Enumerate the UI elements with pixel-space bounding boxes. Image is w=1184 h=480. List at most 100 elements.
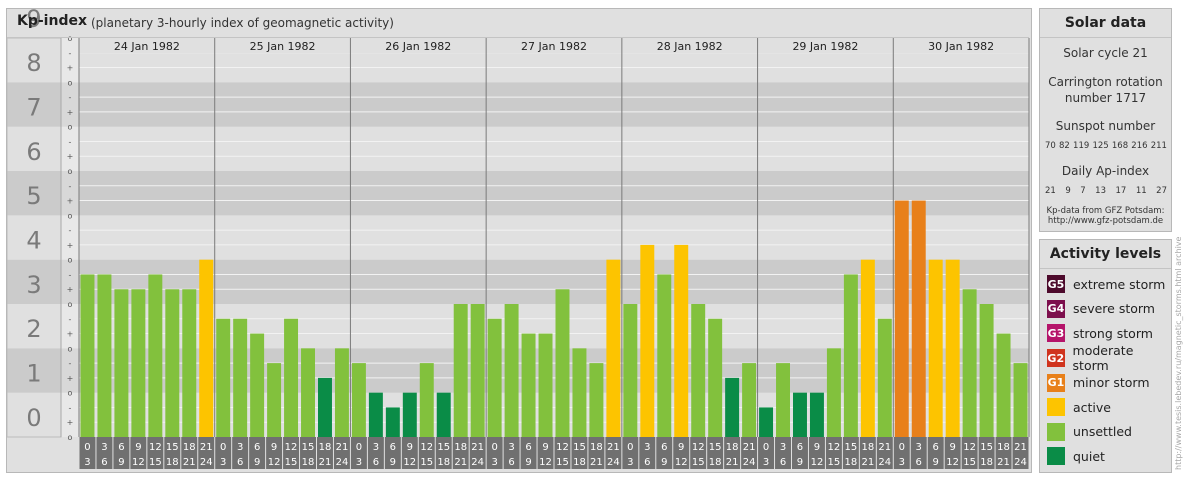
kp-bar (165, 289, 180, 437)
legend-swatch: G3 (1047, 324, 1065, 343)
hour-end-label: 21 (861, 457, 874, 468)
hour-box (401, 437, 418, 469)
hour-box (622, 437, 639, 469)
kp-bar (267, 363, 282, 437)
hour-box (130, 437, 147, 469)
hour-start-label: 12 (149, 442, 162, 453)
minor-tick-label: o (68, 167, 73, 176)
y-tick-label: 2 (26, 315, 41, 343)
minor-tick-label: + (67, 64, 74, 73)
hour-end-label: 12 (268, 457, 281, 468)
hour-box (893, 437, 910, 469)
kp-bar (1013, 363, 1028, 437)
hour-start-label: 6 (797, 442, 803, 453)
hour-box (639, 437, 656, 469)
minor-tick-label: - (69, 403, 72, 412)
hour-end-label: 24 (471, 457, 484, 468)
y-tick-label: 6 (26, 138, 41, 166)
hour-start-label: 12 (556, 442, 569, 453)
hour-end-label: 12 (132, 457, 145, 468)
hour-start-label: 21 (607, 442, 620, 453)
legend-label: active (1073, 399, 1111, 415)
hour-end-label: 3 (356, 457, 362, 468)
solar-cycle: Solar cycle 21 (1063, 46, 1148, 60)
hour-end-label: 6 (373, 457, 379, 468)
hour-start-label: 15 (980, 442, 993, 453)
sunspot-values: 70 82 119 125 168 216 211 (1040, 141, 1171, 151)
minor-tick-label: - (69, 270, 72, 279)
hour-end-label: 9 (525, 457, 531, 468)
hour-box (164, 437, 181, 469)
hour-start-label: 9 (678, 442, 684, 453)
day-label: 28 Jan 1982 (657, 40, 723, 53)
kp-bar (793, 392, 807, 437)
minor-tick-label: + (67, 108, 74, 117)
ap-value: 11 (1135, 186, 1147, 196)
hour-end-label: 6 (916, 457, 922, 468)
hour-box (656, 437, 673, 469)
hour-start-label: 15 (302, 442, 315, 453)
kp-bar (928, 259, 943, 437)
kp-bar (182, 289, 197, 437)
hour-box (486, 437, 503, 469)
minor-tick-label: + (67, 285, 74, 294)
hour-box (418, 437, 435, 469)
hour-end-label: 9 (390, 457, 396, 468)
y-tick-label: 7 (26, 94, 41, 122)
legend-swatch (1047, 422, 1065, 441)
level-band (7, 126, 1029, 171)
hour-box (554, 437, 571, 469)
legend-item-strong-storm: G3 strong storm (1040, 321, 1171, 346)
hour-box (859, 437, 876, 469)
minor-tick-label: - (69, 182, 72, 191)
legend-item-quiet: quiet (1040, 444, 1171, 469)
minor-tick-label: o (68, 344, 73, 353)
hour-box (825, 437, 842, 469)
hour-start-label: 6 (933, 442, 939, 453)
hour-end-label: 3 (627, 457, 633, 468)
day-label: 29 Jan 1982 (792, 40, 858, 53)
hour-box (435, 437, 452, 469)
hour-end-label: 24 (200, 457, 213, 468)
level-band (7, 215, 1029, 260)
hour-end-label: 9 (118, 457, 124, 468)
kp-bar (114, 289, 129, 437)
y-tick-label: 1 (26, 360, 41, 388)
minor-tick-label: - (69, 226, 72, 235)
minor-tick-label: - (69, 315, 72, 324)
chart-title: Kp-index (17, 13, 87, 29)
kp-index-chart: 0123456789o+-o+-o+-o+-o+-o+-o+-o+-o+-o24… (7, 9, 1030, 469)
hour-end-label: 24 (878, 457, 891, 468)
hour-start-label: 15 (845, 442, 858, 453)
kp-bar (97, 274, 112, 437)
hour-box (147, 437, 164, 469)
kp-bar (623, 304, 638, 437)
hour-end-label: 9 (933, 457, 939, 468)
kp-bar (419, 363, 434, 437)
hour-end-label: 12 (403, 457, 416, 468)
hour-end-label: 18 (437, 457, 450, 468)
hour-end-label: 21 (997, 457, 1010, 468)
legend-item-moderate-storm: G2 moderate storm (1040, 343, 1171, 373)
sunspot-value: 70 (1045, 141, 1056, 151)
hour-end-label: 6 (508, 457, 514, 468)
hour-start-label: 9 (814, 442, 820, 453)
day-header-strip (79, 38, 1029, 53)
data-source: Kp-data from GFZ Potsdam: http://www.gfz… (1040, 206, 1171, 226)
kp-bar (725, 377, 740, 437)
hour-box (503, 437, 520, 469)
hour-box (673, 437, 690, 469)
hour-start-label: 9 (271, 442, 277, 453)
kp-bar (487, 318, 502, 437)
legend-swatch: G1 (1047, 373, 1065, 392)
legend-label: extreme storm (1073, 276, 1166, 292)
hour-start-label: 12 (692, 442, 705, 453)
hour-box (333, 437, 350, 469)
hour-box (452, 437, 469, 469)
hour-box (571, 437, 588, 469)
hour-start-label: 0 (84, 442, 90, 453)
hour-end-label: 21 (454, 457, 467, 468)
minor-tick-label: - (69, 49, 72, 58)
kp-bar (996, 333, 1011, 437)
kp-bar (877, 318, 892, 437)
